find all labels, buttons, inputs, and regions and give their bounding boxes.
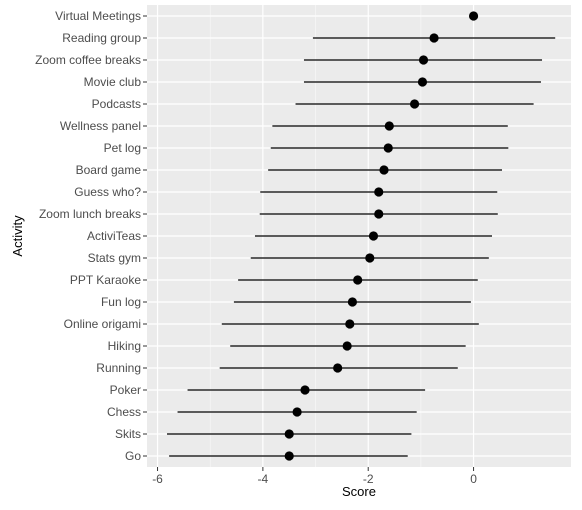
data-point [409,99,420,109]
points [284,11,479,461]
data-point [368,231,379,241]
y-tick-label: Zoom lunch breaks [39,207,141,221]
x-tick-label: -6 [152,472,163,486]
data-point [300,385,310,395]
y-tick-label: Zoom coffee breaks [35,53,141,67]
y-tick-label: Board game [76,163,142,177]
data-point [284,429,294,439]
x-axis-title: Score [342,484,376,499]
y-tick-label: Virtual Meetings [55,9,141,23]
y-tick-label: ActiviTeas [87,229,141,243]
y-tick-label: PPT Karaoke [70,273,141,287]
data-point [284,451,294,461]
data-point [383,143,393,153]
y-tick-label: Wellness panel [60,119,141,133]
x-tick-label: -4 [258,472,269,486]
data-point [379,165,389,175]
data-point [418,55,429,65]
data-point [333,363,343,373]
y-tick-label: Podcasts [92,97,141,111]
y-tick-label: Hiking [108,339,141,353]
y-tick-label: Reading group [62,31,141,45]
data-point [468,11,479,21]
y-tick-label: Chess [107,405,141,419]
y-axis-title: Activity [10,215,25,257]
x-tick-label: -2 [363,472,374,486]
y-tick-label: Skits [115,427,141,441]
y-tick-label: Running [96,361,141,375]
y-tick-label: Stats gym [88,251,141,265]
y-axis: Virtual Meetings Reading group Zoom coffee… [35,9,147,463]
data-point [292,407,302,417]
y-tick-label: Go [125,449,141,463]
y-tick-label: Poker [110,383,141,397]
data-point [347,297,358,307]
data-point [374,187,384,197]
y-tick-label: Movie club [84,75,142,89]
x-tick-label: 0 [470,472,477,486]
y-tick-label: Fun log [101,295,141,309]
data-point [365,253,375,263]
data-point [342,341,352,351]
data-point [374,209,384,219]
x-axis: -6 -4 -2 0 [152,467,477,486]
y-tick-label: Online origami [64,317,141,331]
data-point [417,77,428,87]
y-tick-label: Pet log [104,141,141,155]
data-point [353,275,363,285]
y-tick-label: Guess who? [74,185,141,199]
data-point [429,33,439,43]
data-point [345,319,355,329]
data-point [384,121,394,131]
